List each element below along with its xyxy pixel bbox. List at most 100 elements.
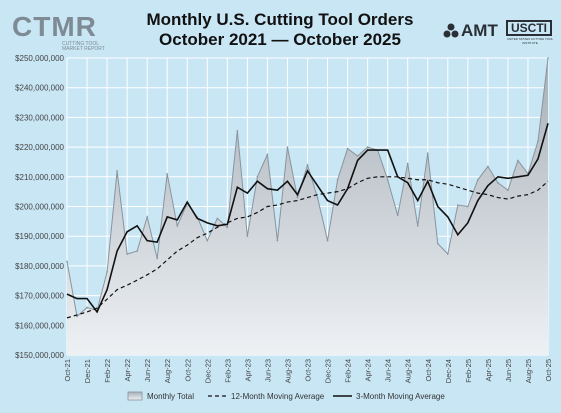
monthly-total-point	[416, 225, 419, 227]
y-axis-ticks: $150,000,000 $160,000,000 $170,000,000 $180…	[15, 54, 64, 360]
chart-title: Monthly U.S. Cutting Tool Orders	[146, 10, 414, 29]
x-tick-label: Jun-24	[384, 359, 393, 382]
monthly-total-point	[477, 178, 479, 181]
monthly-total-point	[467, 205, 469, 208]
usccti-logo-subtitle: UNITED STATES CUTTING TOOL INSTITUTE	[506, 37, 554, 45]
x-tick-label: Oct-23	[304, 359, 313, 382]
moving-average-lines	[66, 123, 549, 319]
monthly-total-point	[426, 152, 429, 154]
x-tick-label: Jun-23	[263, 359, 272, 382]
x-tick-label: Dec-21	[83, 359, 92, 383]
monthly-total-point	[306, 164, 309, 166]
x-tick-label: Oct-24	[424, 359, 433, 382]
monthly-total-point	[366, 146, 369, 148]
monthly-total-fill	[67, 58, 548, 355]
x-tick-label: Apr-23	[243, 359, 252, 382]
x-tick-label: Dec-22	[203, 359, 212, 383]
x-tick-label: Aug-24	[404, 359, 413, 383]
y-tick-label: $250,000,000	[15, 54, 64, 63]
y-tick-label: $220,000,000	[15, 143, 64, 152]
monthly-total-point	[296, 196, 299, 199]
monthly-total-point	[497, 181, 499, 184]
legend-label-monthly-total: Monthly Total	[147, 392, 194, 401]
monthly-total-point	[156, 257, 158, 260]
x-tick-label: Apr-22	[123, 359, 132, 382]
x-tick-label: Feb-24	[344, 359, 353, 383]
amt-logo: AMT	[461, 21, 498, 40]
monthly-total-point	[166, 173, 169, 175]
legend-swatch-monthly-total	[127, 391, 143, 401]
x-tick-label: Dec-23	[324, 359, 333, 383]
monthly-total-point	[126, 253, 128, 255]
x-tick-label: Feb-25	[464, 359, 473, 383]
monthly-total-point	[396, 214, 399, 217]
x-tick-label: Apr-24	[364, 359, 373, 382]
monthly-total-point	[236, 129, 239, 132]
monthly-total-point	[246, 235, 249, 237]
x-tick-label: Jun-22	[143, 359, 152, 382]
x-tick-label: Apr-25	[484, 359, 493, 382]
monthly-total-point	[66, 260, 68, 263]
y-tick-label: $200,000,000	[15, 203, 64, 212]
x-tick-label: Jun-25	[504, 359, 513, 382]
y-tick-label: $230,000,000	[15, 113, 64, 122]
y-tick-label: $170,000,000	[15, 292, 64, 301]
monthly-total-point	[406, 162, 409, 165]
monthly-total-point	[547, 57, 549, 59]
x-tick-label: Aug-23	[283, 359, 292, 383]
monthly-total-point	[336, 178, 339, 181]
x-tick-label: Aug-25	[524, 359, 533, 383]
monthly-total-point	[206, 239, 209, 242]
monthly-total-point	[276, 239, 279, 242]
x-tick-label: Dec-24	[444, 359, 453, 383]
x-tick-label: Feb-22	[103, 359, 112, 383]
monthly-total-point	[326, 239, 329, 242]
y-tick-label: $160,000,000	[15, 321, 64, 330]
x-tick-label: Oct-22	[183, 359, 192, 382]
usccti-logo: USCTI	[506, 20, 552, 36]
legend-label-ma3: 3-Month Moving Average	[356, 392, 445, 401]
legend-label-ma12: 12-Month Moving Average	[231, 392, 325, 401]
monthly-total-point	[356, 155, 359, 157]
amt-logo-icon	[443, 23, 459, 38]
monthly-total-point	[457, 204, 459, 206]
chart-subtitle: October 2021 — October 2025	[159, 30, 401, 49]
monthly-total-point	[487, 165, 489, 168]
monthly-total-area	[66, 57, 549, 355]
monthly-total-point	[537, 140, 539, 142]
x-tick-label: Feb-23	[223, 359, 232, 383]
monthly-total-point	[386, 178, 389, 181]
monthly-total-point	[436, 242, 439, 245]
y-tick-label: $210,000,000	[15, 173, 64, 182]
ctmr-logo-subtitle: CUTTING TOOL MARKET REPORT	[62, 41, 105, 52]
x-tick-label: Oct-21	[63, 359, 72, 382]
x-axis-ticks: Oct-21 Dec-21 Feb-22 Apr-22 Jun-22 Aug-22 Oct-…	[63, 359, 553, 383]
y-tick-label: $240,000,000	[15, 84, 64, 93]
monthly-total-point	[226, 226, 229, 229]
y-tick-label: $180,000,000	[15, 262, 64, 271]
y-tick-label: $190,000,000	[15, 232, 64, 241]
y-tick-label: $150,000,000	[15, 351, 64, 360]
monthly-total-point	[316, 196, 319, 199]
monthly-total-point	[136, 250, 138, 252]
monthly-total-point	[517, 159, 519, 162]
ma3-line	[66, 123, 549, 314]
monthly-total-point	[176, 225, 179, 227]
monthly-total-point	[146, 216, 148, 218]
monthly-total-point	[507, 189, 509, 191]
monthly-total-point	[76, 315, 78, 318]
legend: Monthly Total 12-Month Moving Average 3-Mo…	[127, 391, 445, 401]
monthly-total-point	[86, 306, 88, 309]
monthly-total-point	[216, 217, 219, 220]
monthly-total-point	[266, 153, 269, 156]
monthly-total-point	[286, 146, 289, 148]
x-tick-label: Oct-25	[544, 359, 553, 382]
monthly-total-point	[346, 147, 349, 150]
monthly-total-point	[256, 176, 259, 178]
monthly-total-point	[446, 253, 449, 255]
ctmr-logo: CTMR	[12, 11, 97, 42]
monthly-total-point	[116, 170, 118, 172]
monthly-total-point	[106, 271, 108, 273]
